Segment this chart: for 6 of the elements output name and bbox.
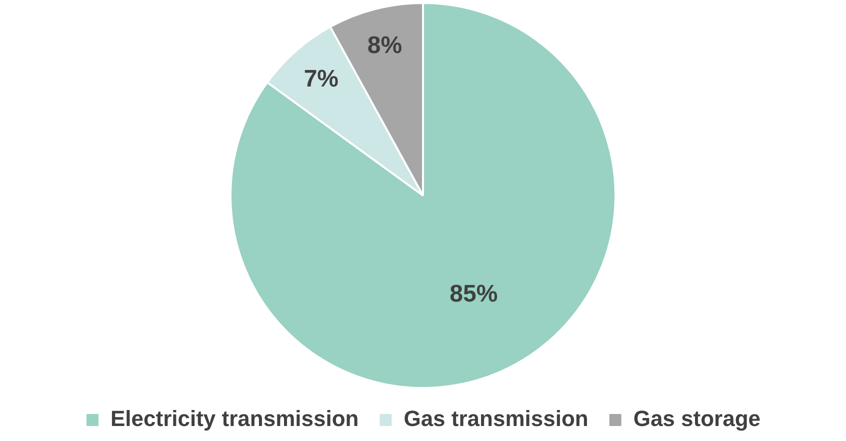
data-label: 7% — [304, 66, 338, 93]
data-label: 85% — [450, 280, 498, 308]
legend-label: Gas transmission — [404, 406, 588, 432]
legend-label: Gas storage — [633, 406, 761, 432]
data-label: 8% — [367, 32, 402, 59]
legend-label: Electricity transmission — [110, 406, 359, 432]
